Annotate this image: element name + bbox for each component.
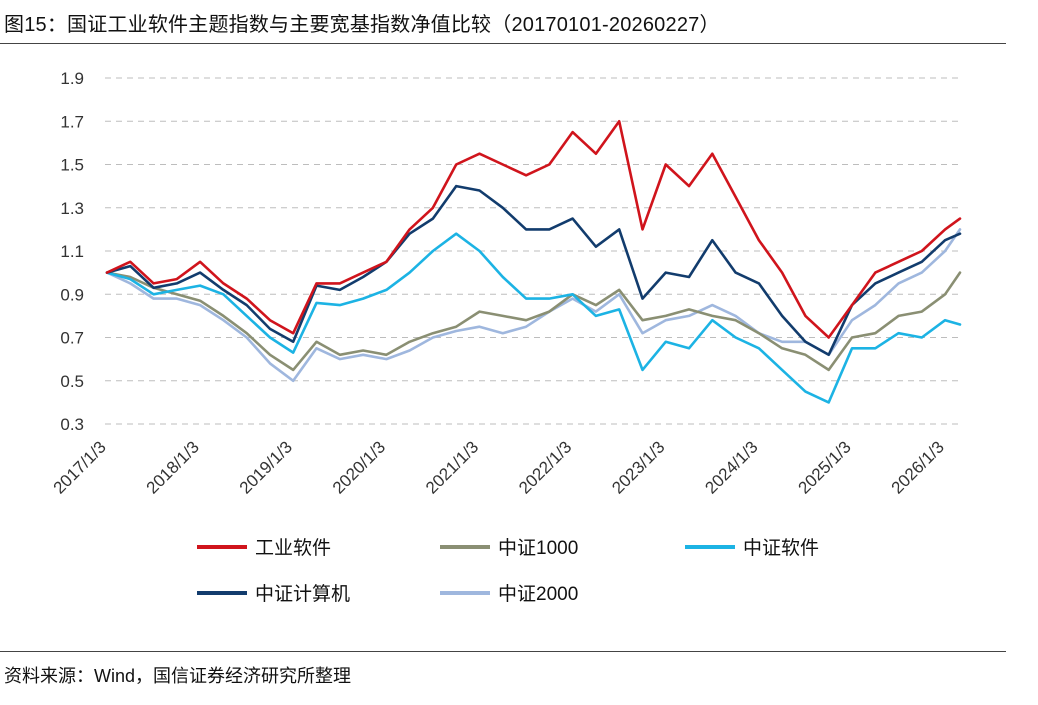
y-tick-label: 1.1	[60, 242, 84, 261]
x-tick-label: 2021/1/3	[422, 437, 482, 497]
y-tick-label: 0.7	[60, 329, 84, 348]
x-tick-label: 2020/1/3	[329, 437, 389, 497]
series-lines	[105, 120, 962, 404]
x-tick-label: 2017/1/3	[50, 437, 110, 497]
legend-item-industrial-software: 工业软件	[197, 533, 331, 560]
y-tick-label: 1.9	[60, 69, 84, 88]
legend-label: 工业软件	[255, 538, 332, 559]
x-tick-label: 2022/1/3	[515, 437, 575, 497]
y-tick-label: 1.7	[60, 112, 84, 131]
x-tick-label: 2025/1/3	[795, 437, 855, 497]
source-note: 资料来源：Wind，国信证券经济研究所整理	[4, 666, 352, 686]
y-axis: 0.3 0.5 0.7 0.9 1.1 1.3 1.5 1.7 1.9	[60, 69, 84, 434]
series-line-0	[105, 120, 962, 339]
x-tick-label: 2026/1/3	[888, 437, 948, 497]
y-tick-label: 1.3	[60, 199, 84, 218]
y-tick-label: 0.9	[60, 285, 84, 304]
title-divider	[0, 43, 1006, 44]
y-tick-label: 0.3	[60, 415, 84, 434]
chart-title: 图15：国证工业软件主题指数与主要宽基指数净值比较（20170101-20260…	[4, 14, 720, 36]
x-tick-label: 2024/1/3	[701, 437, 761, 497]
x-tick-label: 2018/1/3	[143, 437, 203, 497]
y-tick-label: 1.5	[60, 156, 84, 175]
legend-swatch-industrial-software	[197, 544, 247, 549]
footer-divider	[0, 651, 1006, 652]
legend-item-csi1000: 中证1000	[440, 533, 578, 560]
grid	[105, 77, 960, 425]
x-axis: 2017/1/3 2018/1/3 2019/1/3 2020/1/3 2021/1/3…	[50, 437, 948, 497]
x-tick-label: 2019/1/3	[236, 437, 296, 497]
x-tick-label: 2023/1/3	[608, 437, 668, 497]
legend-item-csi2000: 中证2000	[440, 579, 578, 606]
legend-item-csi-software: 中证软件	[685, 533, 819, 560]
series-line-1	[105, 271, 962, 372]
legend-label: 中证2000	[498, 584, 579, 605]
line-chart: 0.3 0.5 0.7 0.9 1.1 1.3 1.5 1.7 1.9 2017/1/3 2018…	[50, 69, 962, 498]
legend-label: 中证计算机	[255, 584, 351, 605]
legend-label: 中证1000	[498, 538, 579, 559]
series-line-3	[105, 184, 962, 357]
legend-label: 中证软件	[743, 538, 820, 559]
legend-item-csi-computer: 中证计算机	[197, 579, 350, 606]
series-line-2	[105, 232, 962, 404]
legend-swatch-csi2000	[440, 590, 490, 595]
legend-swatch-csi1000	[440, 544, 490, 549]
y-tick-label: 0.5	[60, 372, 84, 391]
legend-swatch-csi-software	[685, 544, 735, 549]
legend-swatch-csi-computer	[197, 590, 247, 595]
